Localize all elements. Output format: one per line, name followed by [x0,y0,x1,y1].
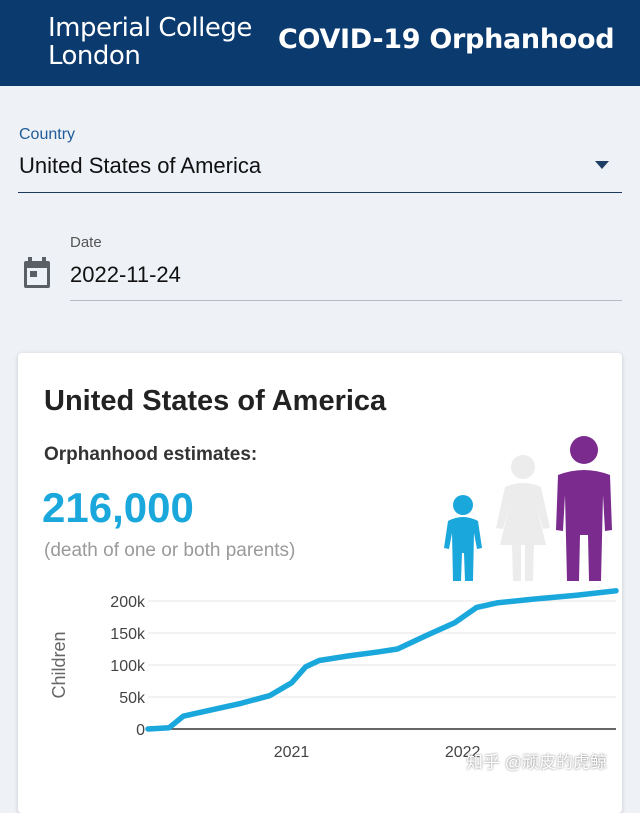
y-axis-label: Children [49,631,69,698]
date-picker: Date 2022-11-24 [18,226,622,301]
orphanhood-line-chart: 0 50k 100k 150k 200k 2021 2022 Children [49,588,619,761]
x-tick-label: 2022 [445,744,481,761]
watermark-text: 知乎 @顽皮的虎鲸 [466,753,607,772]
estimate-label: Orphanhood estimates: [44,444,258,465]
y-tick-label: 150k [110,626,146,643]
card-title: United States of America [44,385,387,417]
country-label: Country [19,126,76,143]
y-tick-label: 0 [136,722,145,739]
logo-line-2: London [48,41,141,71]
calendar-icon[interactable] [22,256,52,290]
x-tick-label: 2021 [274,744,310,761]
estimate-note: (death of one or both parents) [44,540,296,561]
country-value: United States of America [19,153,262,178]
imperial-college-logo[interactable]: Imperial College London [48,14,252,70]
country-select[interactable]: Country United States of America [18,118,622,193]
date-field[interactable]: Date 2022-11-24 [70,226,622,301]
female-figure-icon [496,455,550,581]
child-figure-icon [444,495,482,581]
dropdown-arrow-icon[interactable] [595,161,609,169]
app-header: Imperial College London COVID-19 Orphanh… [0,0,640,86]
family-illustration [444,436,612,581]
app-title: COVID-19 Orphanhood [278,24,615,55]
series-line [145,588,619,732]
logo-line-1: Imperial College [48,13,252,43]
summary-card: United States of America Orphanhood esti… [18,353,622,813]
y-tick-label: 50k [119,690,146,707]
date-label: Date [70,234,102,251]
y-tick-label: 200k [110,594,146,611]
date-value: 2022-11-24 [70,262,181,287]
estimate-value: 216,000 [42,484,194,531]
y-tick-label: 100k [110,658,146,675]
male-figure-icon [556,436,612,581]
